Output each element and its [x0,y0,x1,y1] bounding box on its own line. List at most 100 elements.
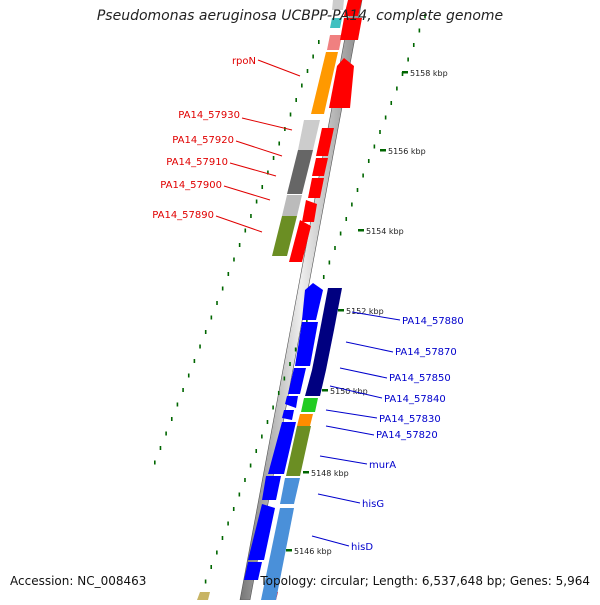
ring-dot [250,214,252,218]
ring-dot [318,40,320,44]
ring-dot [261,434,263,439]
gene-PA14_57930 [298,120,320,150]
ring-dot [227,521,229,526]
forward-strand-features-upper [265,0,362,600]
ring-dot [221,286,224,291]
ring-dot [412,43,415,47]
gene-labels-left: rpoN PA14_57930 PA14_57920 PA14_57910 PA… [152,56,256,221]
ring-dot [278,141,281,146]
ring-dot [244,228,247,233]
ring-dot [187,373,190,378]
ring-dot [170,417,173,421]
ring-dot [345,217,348,221]
gene-block [329,58,354,108]
ring-dot [204,579,207,584]
ring-dot [301,83,303,88]
gene-block [295,322,318,366]
gene-block [262,476,281,500]
scale-tick-label: 5150 kbp [330,387,368,396]
scale-tick [338,309,344,312]
ring-dot [159,446,162,450]
gene-hisG [280,478,300,504]
leader-line [257,59,301,77]
leader-line [345,341,394,353]
gene-rpoN [311,52,338,114]
gene-block [340,18,362,40]
ring-dot [356,188,359,192]
scale-tick-label: 5146 kbp [294,547,332,556]
leader-line [325,409,378,419]
gene-block [302,283,323,320]
scale-ticks: 5158 kbp 5156 kbp 5154 kbp 5152 kbp 5150 kbp… [286,69,448,556]
ring-dot [396,86,398,91]
accession-label: Accession: NC_008463 [10,574,147,588]
gene-block [316,128,334,156]
ring-dot [289,362,291,366]
ring-dot [182,388,184,392]
ring-dot [232,507,235,511]
gene-block [330,18,342,28]
gene-label-murA: murA [369,460,396,471]
leader-line [215,215,263,233]
ring-dot [322,275,325,279]
ring-dot [204,330,207,334]
leader-line [229,162,277,177]
gene-labels-right: PA14_57880 PA14_57870 PA14_57850 PA14_57… [351,316,464,553]
ring-dot [283,376,286,381]
gene-block [244,562,262,580]
ring-dot [244,478,246,482]
gene-block [327,35,342,50]
ring-dot [373,144,376,149]
ring-dot [221,536,224,540]
gene-label-PA14_57920: PA14_57920 [172,135,234,146]
map-title: Pseudomonas aeruginosa UCBPP-PA14, compl… [96,8,504,24]
gene-PA14_57830 [297,414,313,426]
ring-dot [261,185,264,189]
gene-block [308,178,324,198]
gene-label-PA14_57850: PA14_57850 [389,373,451,384]
gene-block [289,220,311,262]
ring-dot [238,243,241,247]
reverse-strand-features-upper [272,0,344,256]
ring-dot [277,391,280,395]
gene-label-PA14_57910: PA14_57910 [166,157,228,168]
ring-dot [216,301,218,305]
ring-dot [165,431,167,436]
gene-PA14_57880 [320,288,342,330]
gene-label-PA14_57890: PA14_57890 [152,210,214,221]
scale-tick [322,389,328,392]
ring-dot [266,420,269,424]
scale-tick-label: 5154 kbp [366,227,404,236]
outer-dotted-ring [204,14,426,584]
ring-dot [295,98,297,102]
ring-dot [401,72,404,76]
ring-dot [210,565,213,569]
gene-label-PA14_57830: PA14_57830 [379,414,441,425]
ring-dot [255,449,258,453]
leader-line [329,385,383,399]
gene-PA14_57890 [272,216,297,256]
gene-block [344,0,362,16]
gene-block [312,158,328,176]
ring-dot [210,315,213,320]
inner-dotted-ring [154,40,320,465]
ring-dot [418,28,421,33]
topology-label: Topology: circular; Length: 6,537,648 bp… [260,574,590,588]
gene-PA14_57910 [282,195,302,216]
gene-label-PA14_57930: PA14_57930 [178,110,240,121]
gene-PA14_57850 [305,370,326,396]
gene-block [197,592,210,600]
ring-dot [390,101,393,105]
gene-murA [286,426,311,476]
scale-tick [286,549,292,552]
ring-dot [351,202,353,207]
ring-dot [272,405,274,410]
ring-dot [199,344,201,349]
gene-label-PA14_57820: PA14_57820 [376,430,438,441]
gene-label-rpoN: rpoN [232,56,256,67]
ring-dot [193,359,196,363]
scale-tick [380,149,386,152]
leader-line [311,535,350,547]
